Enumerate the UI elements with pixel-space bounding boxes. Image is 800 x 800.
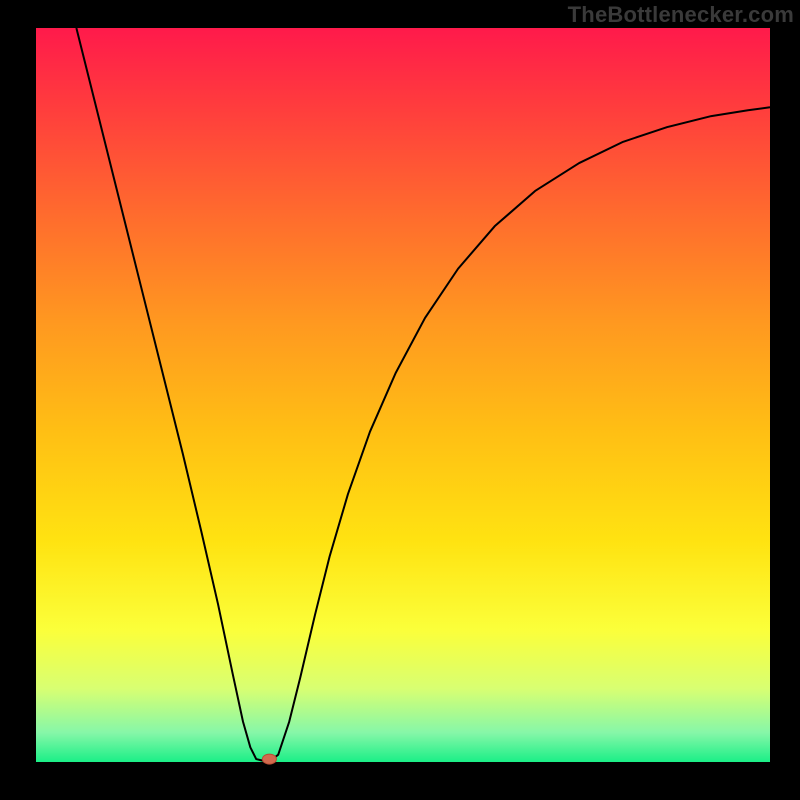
optimal-point — [262, 754, 276, 764]
bottleneck-chart — [0, 0, 800, 800]
watermark-text: TheBottlenecker.com — [568, 2, 794, 28]
chart-frame: TheBottlenecker.com — [0, 0, 800, 800]
chart-gradient-background — [36, 28, 770, 762]
